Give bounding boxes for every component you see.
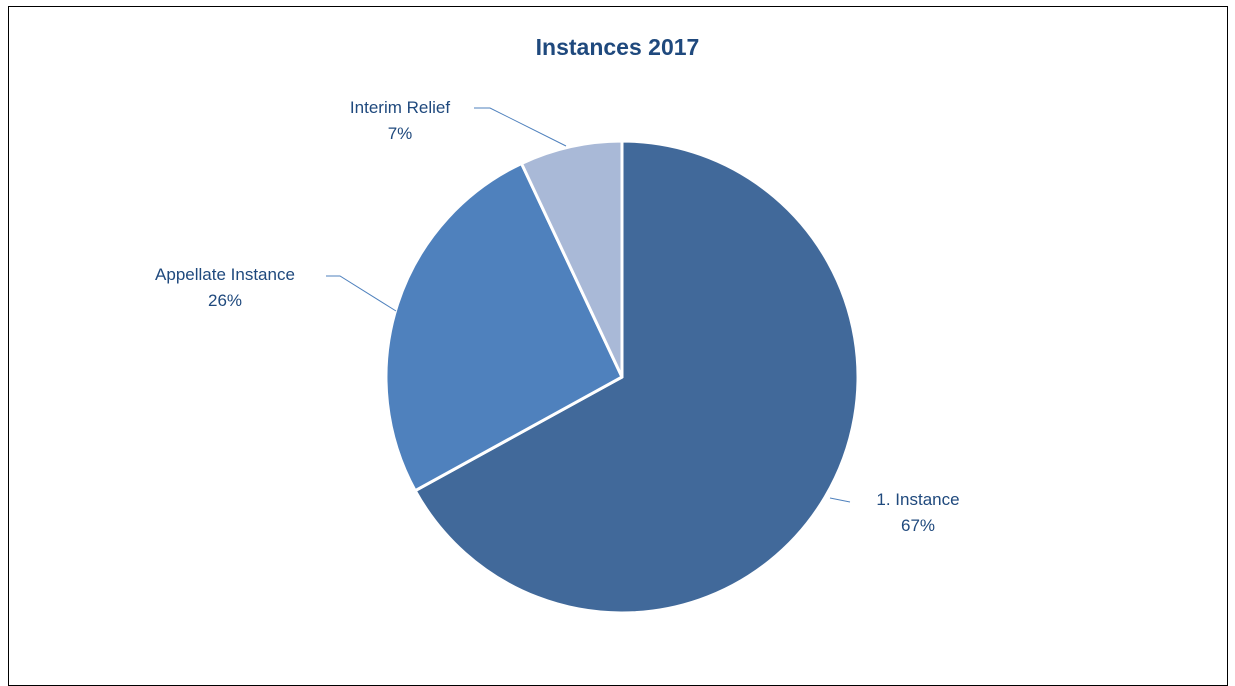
- pie-slices: [384, 139, 860, 615]
- leader-line: [829, 497, 851, 503]
- pie-slice-interim-relief: [520, 139, 624, 379]
- slice-percent-label: 26%: [208, 291, 242, 310]
- slice-percent-label: 7%: [388, 124, 413, 143]
- pie-slice-1-instance: [413, 139, 860, 615]
- slice-labels: 1. Instance 67% Appellate Instance 26% Inter…: [155, 98, 960, 535]
- pie-slice-appellate-instance: [384, 161, 624, 493]
- slice-category-label: 1. Instance: [876, 490, 959, 509]
- leader-line: [326, 275, 397, 312]
- leader-line: [474, 107, 567, 147]
- slice-percent-label: 67%: [901, 516, 935, 535]
- slice-category-label: Interim Relief: [350, 98, 450, 117]
- chart-title: Instances 2017: [535, 34, 700, 60]
- slice-category-label: Appellate Instance: [155, 265, 295, 284]
